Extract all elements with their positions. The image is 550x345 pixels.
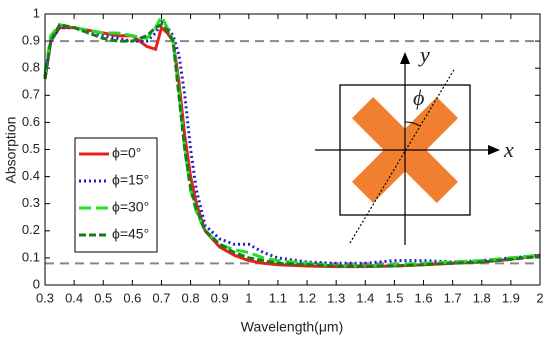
series-line [43,19,541,265]
legend-label: ϕ=0° [112,145,141,161]
y-tick-label: 0.7 [22,87,40,102]
legend-label: ϕ=45° [112,226,149,242]
plot-frame [44,13,541,286]
x-tick-label: 1.9 [502,290,520,305]
x-tick-label: 2 [536,290,543,305]
y-tick-label: 0.5 [22,141,40,156]
x-tick-label: 1.6 [414,290,432,305]
x-tick-label: 0.6 [123,290,141,305]
y-tick-label: 0.6 [22,114,40,129]
y-tick-label: 1 [33,5,40,20]
angle-arc [404,121,421,127]
y-axis-label: Absorption [3,117,19,184]
x-tick-label: 1.5 [385,290,403,305]
y-tick-label: 0 [33,276,40,291]
y-tick-label: 0.9 [22,33,40,48]
x-tick-label: 1.1 [269,290,287,305]
series-line [43,23,541,268]
x-tick-label: 1.4 [356,290,374,305]
y-tick-label: 0.2 [22,222,40,237]
x-tick-label: 1.2 [298,290,316,305]
x-tick-label: 0.9 [211,290,229,305]
inset-y-label: y [418,42,430,67]
x-tick-label: 1.3 [327,290,345,305]
legend-label: ϕ=15° [112,172,149,188]
legend-label: ϕ=30° [112,199,149,215]
x-tick-label: 0.5 [94,290,112,305]
arrow [488,145,500,155]
y-tick-label: 0.3 [22,195,40,210]
angle-label: ϕ [413,85,424,110]
x-tick-label: 1.8 [473,290,491,305]
x-tick-label: 0.3 [36,290,54,305]
y-tick-label: 0.1 [22,249,40,264]
x-tick-label: 0.4 [65,290,83,305]
arrow [400,52,410,64]
y-tick-label: 0.8 [22,60,40,75]
y-tick-label: 0.4 [22,168,40,183]
inset-x-label: x [503,137,514,162]
x-tick-label: 0.8 [182,290,200,305]
legend [74,137,158,253]
inset: y x ϕ [315,42,514,245]
x-axis-label: Wavelength(μm) [241,319,343,335]
x-tick-label: 1.7 [444,290,462,305]
x-tick-label: 0.7 [152,290,170,305]
x-tick-label: 1 [245,290,252,305]
